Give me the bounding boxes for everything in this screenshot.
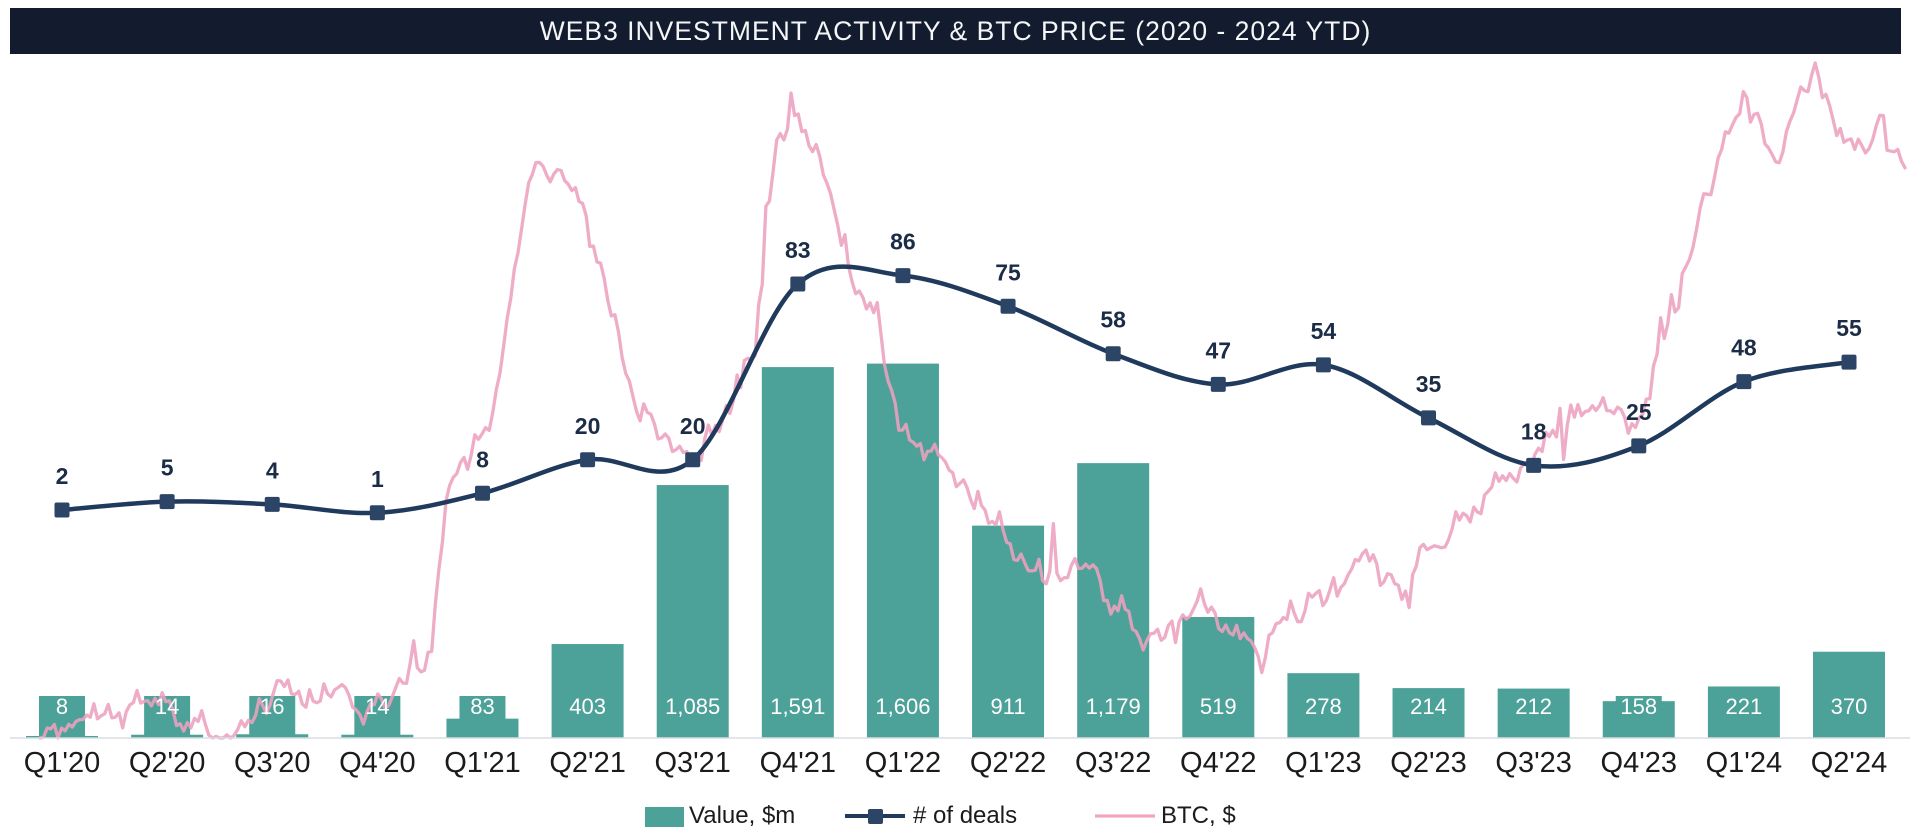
svg-text:Value, $m: Value, $m bbox=[689, 802, 795, 829]
svg-text:# of deals: # of deals bbox=[913, 802, 1017, 829]
svg-text:BTC, $: BTC, $ bbox=[1161, 802, 1236, 829]
